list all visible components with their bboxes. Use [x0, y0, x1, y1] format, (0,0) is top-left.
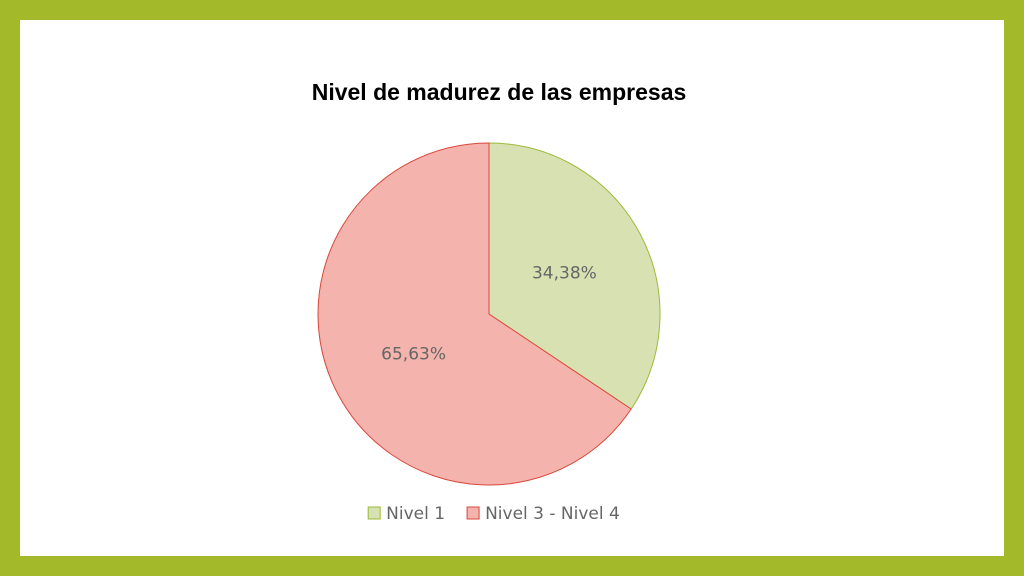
pie-slice	[317, 142, 632, 486]
legend-swatch	[367, 506, 381, 520]
chart-title: Nivel de madurez de las empresas	[312, 79, 687, 105]
legend-label: Nivel 3 - Nivel 4	[485, 504, 620, 524]
data-label: 65,63%	[381, 344, 446, 364]
data-label: 34,38%	[532, 264, 597, 284]
legend-swatch	[466, 506, 480, 520]
legend-label: Nivel 1	[386, 504, 445, 524]
